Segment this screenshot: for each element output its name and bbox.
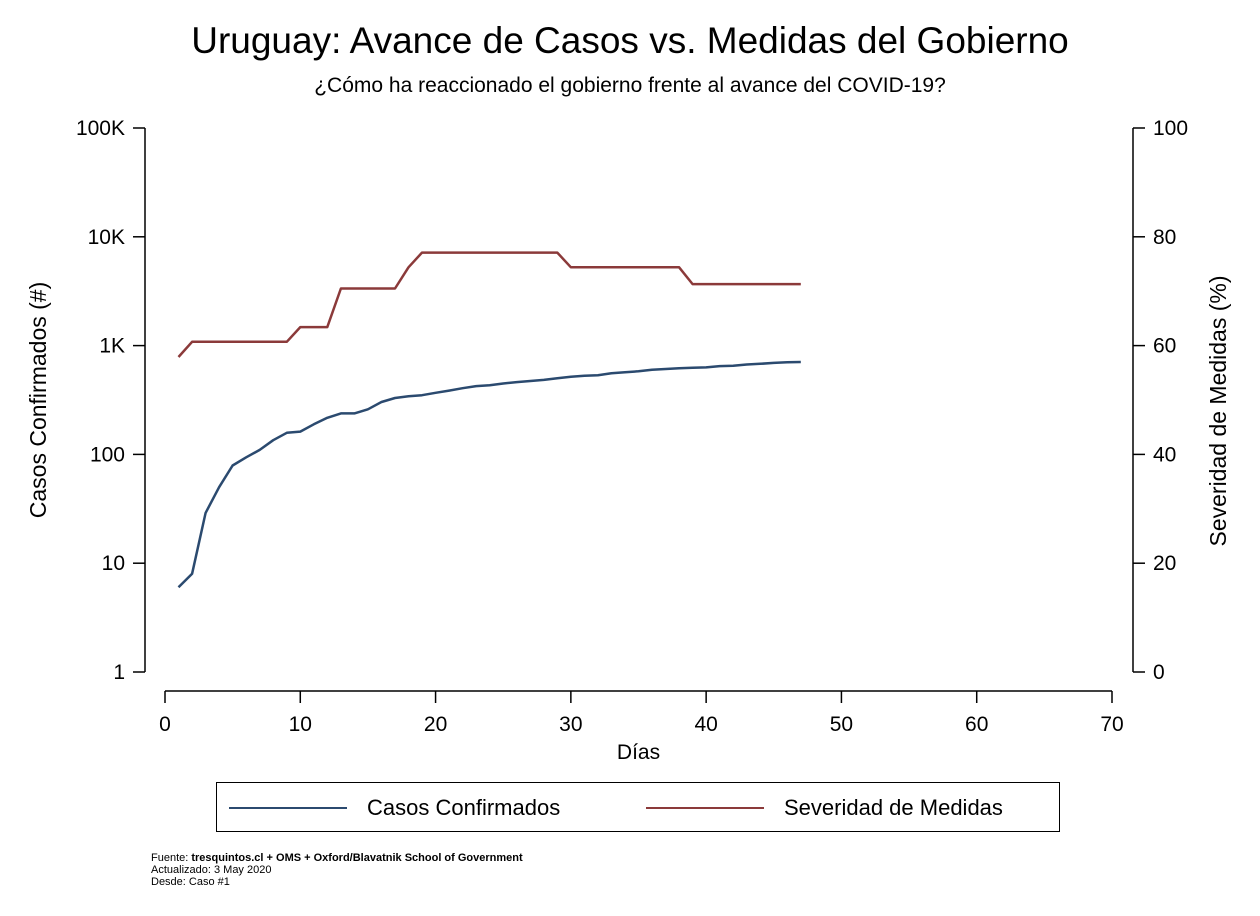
y-left-tick-label: 1: [113, 661, 125, 684]
legend-label-casos: Casos Confirmados: [367, 795, 561, 820]
x-tick-label: 70: [1100, 713, 1123, 736]
footnote-since: Desde: Caso #1: [151, 876, 230, 888]
x-tick-label: 10: [289, 713, 312, 736]
legend: Casos Confirmados Severidad de Medidas: [216, 782, 1060, 832]
footnote-source-1: tresquintos.cl: [191, 852, 264, 864]
y-right-tick-label: 60: [1153, 335, 1176, 358]
series-line-casos: [177, 360, 801, 589]
legend-item-severidad: Severidad de Medidas: [646, 783, 1003, 833]
y-left-tick-label: 1K: [99, 335, 125, 358]
y-right-tick-label: 0: [1153, 661, 1165, 684]
footnote-source: Fuente: tresquintos.cl + OMS + Oxford/Bl…: [151, 852, 523, 864]
axes: 1 10 100 1K 10K 100K 0 20 40 60 80 100 0 10 20 30 40 50 60…: [25, 117, 1231, 764]
y-right-tick-label: 20: [1153, 552, 1176, 575]
y-right-tick-label: 80: [1153, 226, 1176, 249]
x-tick-label: 20: [424, 713, 447, 736]
series-layer: [177, 251, 801, 589]
footnote-source-label: Fuente:: [151, 852, 192, 864]
series-line-severidad: [177, 251, 801, 358]
footnote-updated: Actualizado: 3 May 2020: [151, 864, 272, 876]
footnote-source-2: Oxford/Blavatnik School of Government: [313, 852, 523, 864]
chart-subtitle: ¿Cómo ha reaccionado el gobierno frente …: [314, 74, 946, 97]
legend-item-casos: Casos Confirmados: [229, 783, 560, 833]
y-left-tick-label: 10: [102, 552, 125, 575]
x-tick-label: 0: [159, 713, 171, 736]
legend-label-severidad: Severidad de Medidas: [784, 795, 1003, 820]
y-right-tick-label: 100: [1153, 117, 1188, 140]
y-axis-right-label: Severidad de Medidas (%): [1205, 275, 1231, 546]
x-tick-label: 60: [965, 713, 988, 736]
x-tick-label: 50: [830, 713, 853, 736]
y-left-tick-label: 100: [90, 443, 125, 466]
y-axis-left-label: Casos Confirmados (#): [25, 282, 51, 518]
footnote-plus: + OMS +: [263, 852, 314, 864]
y-right-tick-label: 40: [1153, 443, 1176, 466]
y-left-tick-label: 100K: [76, 117, 125, 140]
legend-swatch-casos: [229, 807, 347, 809]
x-axis-label: Días: [617, 741, 660, 764]
legend-swatch-severidad: [646, 807, 764, 809]
y-left-tick-label: 10K: [88, 226, 125, 249]
x-tick-label: 40: [694, 713, 717, 736]
x-tick-label: 30: [559, 713, 582, 736]
chart-title: Uruguay: Avance de Casos vs. Medidas del…: [191, 20, 1069, 61]
